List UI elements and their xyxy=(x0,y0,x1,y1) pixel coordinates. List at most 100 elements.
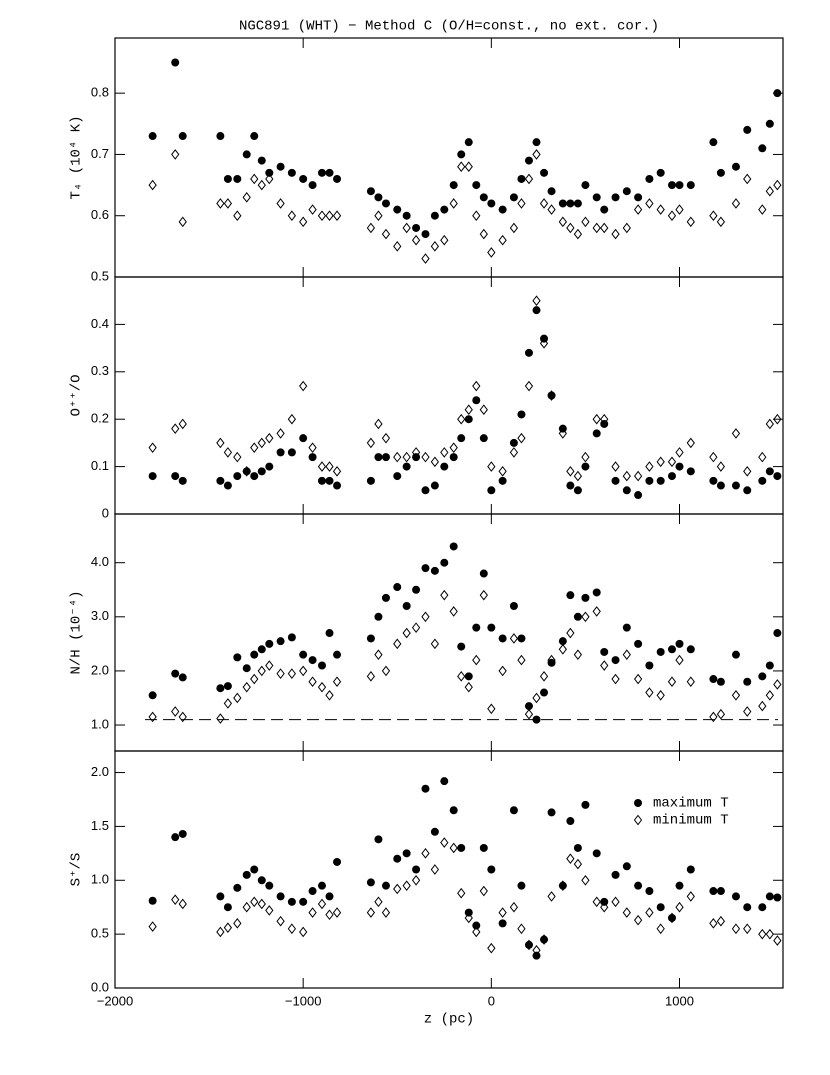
point xyxy=(524,939,534,951)
point xyxy=(366,187,375,196)
point xyxy=(622,623,631,632)
point xyxy=(242,901,251,913)
point xyxy=(517,410,526,419)
point xyxy=(645,174,654,183)
point xyxy=(257,179,266,191)
point xyxy=(430,241,440,252)
point xyxy=(325,909,334,921)
point xyxy=(325,629,334,638)
point xyxy=(276,915,285,927)
point xyxy=(667,645,676,654)
point xyxy=(457,161,466,173)
point xyxy=(581,593,590,602)
point xyxy=(325,689,334,701)
point xyxy=(765,418,774,430)
point xyxy=(325,476,334,485)
point xyxy=(773,413,782,425)
point xyxy=(566,199,575,208)
point xyxy=(675,654,684,666)
point xyxy=(581,611,590,623)
point xyxy=(633,673,643,685)
point xyxy=(743,125,752,134)
point xyxy=(675,462,684,471)
point xyxy=(449,198,458,209)
y-tick-label: 0.4 xyxy=(91,316,109,331)
point xyxy=(532,715,541,724)
plot-frame xyxy=(114,750,784,989)
point xyxy=(487,461,496,472)
point xyxy=(667,181,676,190)
point xyxy=(633,914,643,926)
point xyxy=(773,89,782,98)
point xyxy=(457,671,466,682)
point xyxy=(509,438,518,447)
point xyxy=(600,413,609,425)
point xyxy=(464,415,473,424)
y-tick-label: 2.0 xyxy=(91,764,109,779)
point xyxy=(393,883,402,895)
y-axis-label: O⁺⁺/O xyxy=(69,374,85,416)
point xyxy=(366,437,376,449)
point xyxy=(611,476,620,485)
point xyxy=(509,222,519,234)
point xyxy=(592,606,601,617)
point xyxy=(265,173,274,185)
point xyxy=(265,905,274,916)
point xyxy=(573,858,583,870)
point xyxy=(299,897,308,906)
point xyxy=(479,434,488,443)
point xyxy=(573,199,582,208)
point xyxy=(171,472,180,481)
point xyxy=(308,181,317,190)
point xyxy=(223,198,233,209)
point xyxy=(381,593,390,602)
point xyxy=(223,698,233,709)
point xyxy=(773,179,782,191)
point xyxy=(622,862,631,871)
y-axis-label: S⁺/S xyxy=(69,853,85,887)
point xyxy=(457,434,466,443)
point xyxy=(524,156,533,165)
point xyxy=(287,413,297,425)
point xyxy=(566,591,575,600)
point xyxy=(709,675,718,684)
point xyxy=(634,491,643,500)
point xyxy=(611,673,620,685)
point xyxy=(566,817,575,826)
point xyxy=(633,204,643,215)
point xyxy=(479,885,488,897)
point xyxy=(393,451,402,463)
point xyxy=(547,204,556,215)
point xyxy=(440,837,449,848)
point xyxy=(743,923,752,935)
y-tick-label: 2.0 xyxy=(91,662,109,677)
point xyxy=(765,661,774,670)
point xyxy=(457,413,466,425)
point xyxy=(233,653,242,662)
point xyxy=(148,896,157,905)
point xyxy=(532,306,541,315)
point xyxy=(333,481,342,490)
point xyxy=(487,942,496,954)
point xyxy=(622,486,631,495)
point xyxy=(242,467,251,476)
point xyxy=(257,645,266,654)
x-axis-label: z (pc) xyxy=(424,1012,474,1028)
point xyxy=(686,645,695,654)
point xyxy=(402,601,411,610)
y-tick-label: 1.5 xyxy=(91,818,109,833)
point xyxy=(524,173,534,185)
point xyxy=(731,892,740,901)
point xyxy=(464,404,473,416)
point xyxy=(325,210,334,222)
point xyxy=(686,181,695,190)
point xyxy=(686,891,695,902)
point xyxy=(558,880,567,891)
point xyxy=(645,661,654,670)
point xyxy=(667,676,677,688)
point xyxy=(667,912,677,924)
point xyxy=(374,649,383,660)
point xyxy=(566,481,575,490)
point xyxy=(622,907,631,918)
